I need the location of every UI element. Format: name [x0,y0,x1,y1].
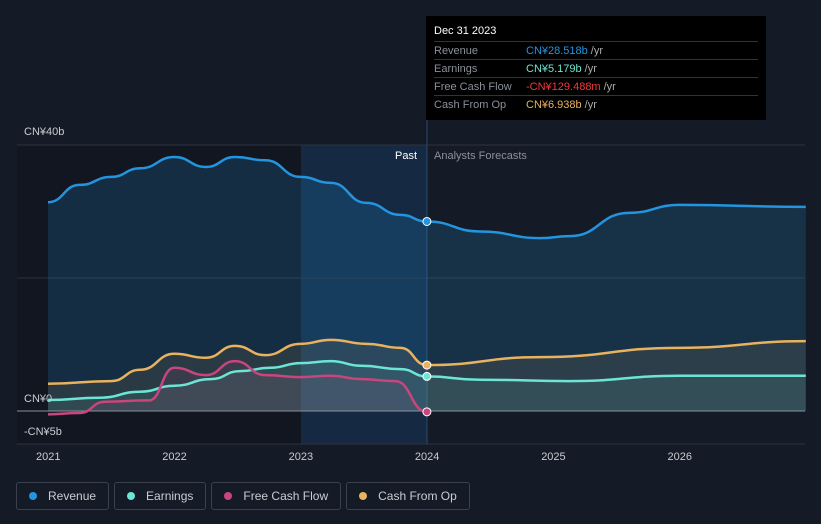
revenue-dot-icon [29,492,37,500]
legend: Revenue Earnings Free Cash Flow Cash Fro… [16,482,470,510]
cfo-dot-icon [359,492,368,500]
tooltip: Dec 31 2023 Revenue CN¥28.518b/yr Earnings… [426,16,766,120]
legend-label: Revenue [48,489,97,503]
x-tick-label: 2022 [162,451,187,463]
y-tick-label: CN¥40b [24,126,65,138]
tooltip-row: Earnings CN¥5.179b/yr [434,59,758,77]
fcf-dot-icon [224,492,233,500]
tooltip-label: Revenue [434,44,479,57]
x-tick-label: 2026 [667,451,692,463]
tooltip-value: -CN¥129.488m [526,80,601,93]
legend-earnings[interactable]: Earnings [114,482,207,510]
y-tick-label: -CN¥5b [24,426,62,438]
earnings-dot-icon [127,492,136,500]
series-line-earnings [47,359,806,402]
data-point-marker[interactable] [422,360,432,370]
series-line-cash-from-op [47,338,806,385]
forecast-label: Analysts Forecasts [434,150,527,162]
tooltip-label: Free Cash Flow [434,80,512,93]
tooltip-unit: /yr [584,62,597,75]
tooltip-unit: /yr [603,80,616,93]
legend-label: Earnings [146,489,194,503]
tooltip-date: Dec 31 2023 [434,25,497,37]
tooltip-row: Cash From Op CN¥6.938b/yr [434,95,758,113]
x-tick-label: 2021 [36,451,61,463]
x-tick-label: 2023 [288,451,314,463]
tooltip-value: CN¥6.938b [526,98,582,111]
tooltip-value: CN¥28.518b [526,44,588,57]
series-area [48,156,806,411]
x-tick-label: 2025 [541,451,566,463]
data-point-marker[interactable] [422,371,432,381]
data-point-marker[interactable] [422,407,432,417]
series-line-free-cash-flow [47,359,428,416]
tooltip-value: CN¥5.179b [526,62,582,75]
past-background [17,145,301,444]
tooltip-unit: /yr [584,98,597,111]
series-area [48,361,806,411]
x-tick-label: 2024 [414,451,440,463]
tooltip-label: Earnings [434,62,478,75]
past-label: Past [395,150,418,162]
tooltip-row: Free Cash Flow -CN¥129.488m/yr [434,77,758,95]
past-highlight [301,145,427,444]
legend-cash-from-op[interactable]: Cash From Op [346,482,470,510]
legend-free-cash-flow[interactable]: Free Cash Flow [211,482,342,510]
tooltip-row: Revenue CN¥28.518b/yr [434,41,758,59]
legend-label: Cash From Op [378,489,457,503]
tooltip-label: Cash From Op [434,98,507,111]
legend-label: Free Cash Flow [243,489,329,503]
data-point-marker[interactable] [422,216,432,226]
legend-revenue[interactable]: Revenue [16,482,110,510]
series-line-revenue [47,155,806,240]
y-tick-label: CN¥0 [24,393,53,405]
tooltip-unit: /yr [590,44,604,57]
